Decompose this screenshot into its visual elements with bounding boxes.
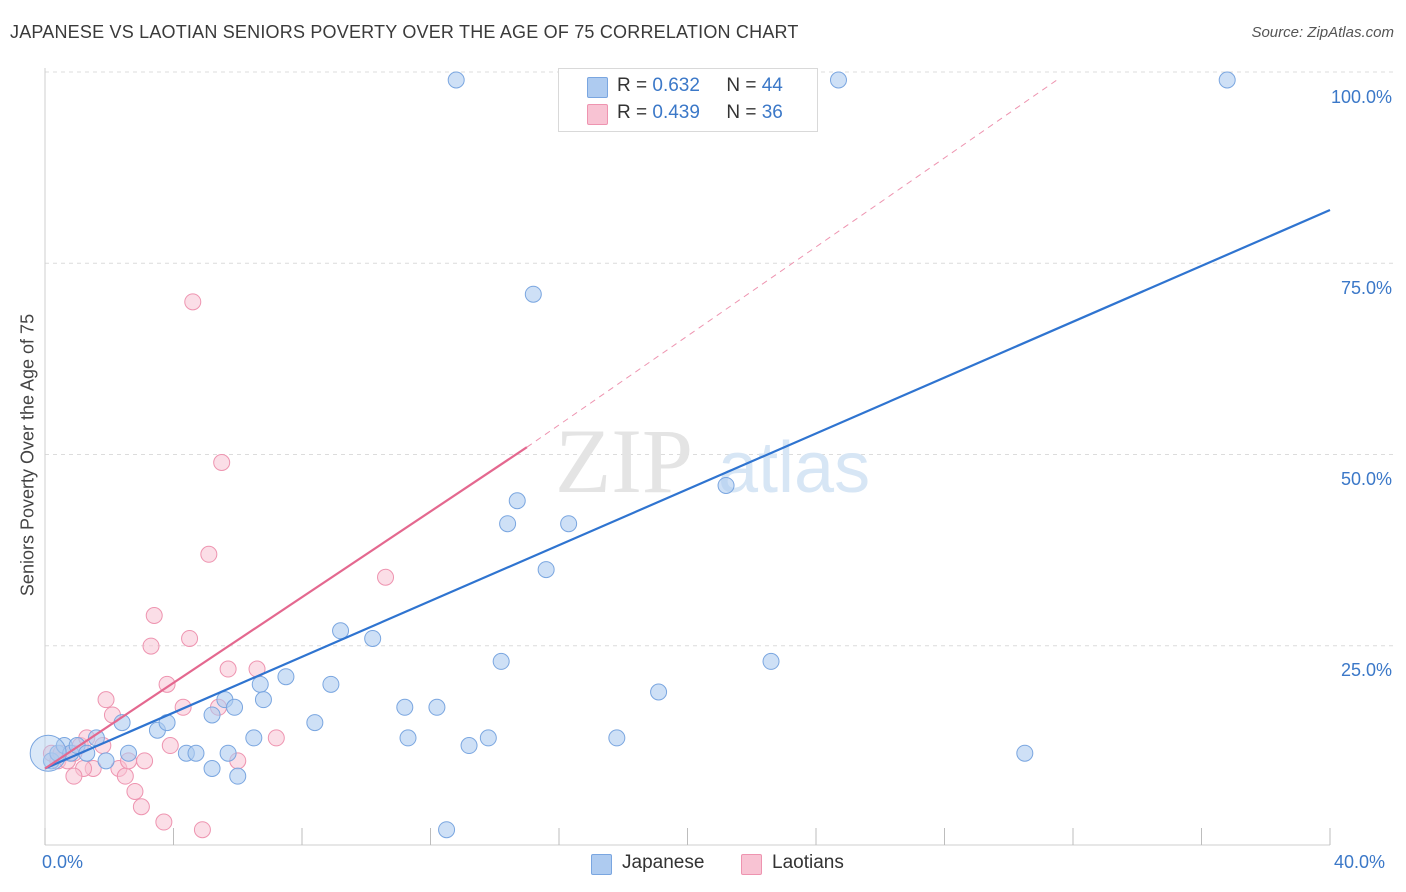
r-value-japanese: 0.632 [652,75,700,96]
n-label: N = [726,75,757,96]
japanese-point [524,285,542,303]
laotians-point [65,767,83,785]
n-value-laotians: 36 [761,102,783,123]
japanese-point [399,729,417,747]
laotians-point [136,752,154,770]
japanese-point [479,729,497,747]
watermark-atlas: atlas [718,428,870,508]
laotians-trend-extension [526,79,1058,448]
japanese-point [332,622,350,640]
laotians-point [181,629,199,647]
japanese-point [396,698,414,716]
japanese-point [717,476,735,494]
japanese-point [1016,744,1034,762]
japanese-point [492,652,510,670]
japanese-point [762,652,780,670]
laotians-point [267,729,285,747]
laotians-point [132,798,150,816]
laotians-point [158,675,176,693]
y-tick-50: 50.0% [1340,469,1392,489]
source-label: Source: ZipAtlas.com [1251,24,1394,41]
laotians-point [126,782,144,800]
japanese-point [447,71,465,89]
japanese-point [322,675,340,693]
japanese-point [245,729,263,747]
japanese-point [187,744,205,762]
japanese-point [829,71,847,89]
japanese-point [608,729,626,747]
laotians-trend-line [44,446,528,770]
japanese-point [428,698,446,716]
laotians-point [193,821,211,839]
japanese-point [254,691,272,709]
japanese-point [97,752,115,770]
laotians-point [142,637,160,655]
bottom-legend-japanese: Japanese [622,852,705,873]
bottom-legend-japanese-swatch [591,854,612,875]
japanese-point [438,821,456,839]
correlation-legend: R = 0.632 N = 44 R = 0.439 N = 36 [558,68,818,132]
y-tick-100: 100.0% [1330,87,1392,107]
japanese-point [120,744,138,762]
japanese-point [650,683,668,701]
japanese-point [1218,71,1236,89]
japanese-point [560,515,578,533]
x-tick-40: 40.0% [1334,852,1386,872]
japanese-point [499,515,517,533]
laotians-point [97,691,115,709]
laotians-point [155,813,173,831]
bottom-legend-laotians-swatch [741,854,762,875]
y-tick-25: 25.0% [1340,660,1392,680]
japanese-point [537,561,555,579]
legend-row-japanese: R = 0.632 N = 44 [617,75,783,99]
y-tick-75: 75.0% [1340,278,1392,298]
r-label: R = [617,75,648,96]
watermark-zip: ZIP [555,410,693,512]
japanese-point [277,668,295,686]
r-label: R = [617,102,648,123]
laotians-point [377,568,395,586]
laotians-point [145,607,163,624]
r-value-laotians: 0.439 [652,102,700,123]
japanese-point [226,698,244,716]
n-value-japanese: 44 [761,75,783,96]
n-label: N = [726,102,757,123]
legend-row-laotians: R = 0.439 N = 36 [617,102,783,126]
chart-title: JAPANESE VS LAOTIAN SENIORS POVERTY OVER… [10,22,799,42]
japanese-point [460,737,478,755]
japanese-point [251,675,269,693]
laotians-point [200,545,218,563]
laotians-point [213,454,231,471]
x-tick-0: 0.0% [42,852,84,872]
laotians-point [184,293,202,311]
japanese-point [364,629,382,647]
laotians-point [219,660,237,678]
japanese-trend-line [44,209,1331,770]
japanese-point [508,492,526,510]
japanese-swatch [587,77,608,98]
laotians-point [116,767,134,785]
japanese-point [306,714,324,732]
japanese-point [229,767,247,785]
laotians-point [161,737,179,755]
japanese-point [219,744,237,762]
bottom-legend-laotians: Laotians [772,852,844,873]
japanese-point [203,706,221,724]
laotians-swatch [587,104,608,125]
japanese-point [203,760,221,777]
